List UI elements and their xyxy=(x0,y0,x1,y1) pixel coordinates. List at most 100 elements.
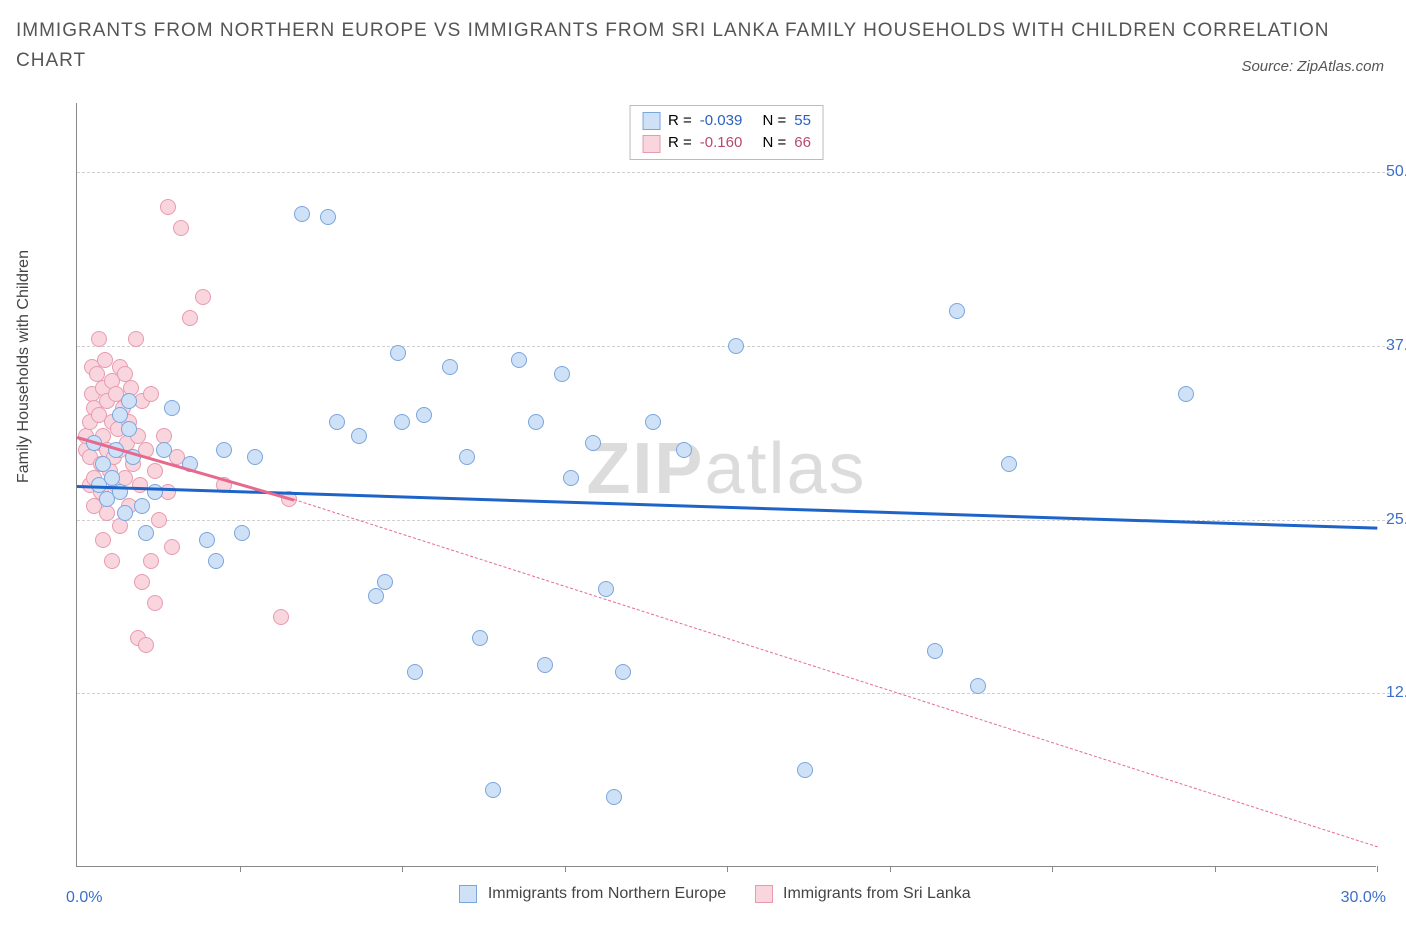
data-point xyxy=(459,449,475,465)
legend-swatch-sri xyxy=(755,885,773,903)
data-point xyxy=(247,449,263,465)
data-point xyxy=(511,352,527,368)
x-tick xyxy=(1215,866,1216,872)
data-point xyxy=(273,609,289,625)
data-point xyxy=(164,539,180,555)
y-tick-label: 50.0% xyxy=(1386,163,1406,181)
data-point xyxy=(147,484,163,500)
data-point xyxy=(195,289,211,305)
chart-title: IMMIGRANTS FROM NORTHERN EUROPE VS IMMIG… xyxy=(16,16,1390,77)
data-point xyxy=(143,386,159,402)
n-label: N = xyxy=(763,110,787,133)
data-point xyxy=(208,553,224,569)
data-point xyxy=(390,345,406,361)
data-point xyxy=(485,782,501,798)
data-point xyxy=(585,435,601,451)
data-point xyxy=(442,359,458,375)
data-point xyxy=(377,574,393,590)
y-tick-label: 25.0% xyxy=(1386,511,1406,529)
data-point xyxy=(112,518,128,534)
data-point xyxy=(676,442,692,458)
data-point xyxy=(368,588,384,604)
legend-swatch-north xyxy=(459,885,477,903)
data-point xyxy=(320,209,336,225)
y-tick-label: 12.5% xyxy=(1386,684,1406,702)
data-point xyxy=(147,463,163,479)
x-tick xyxy=(727,866,728,872)
data-point xyxy=(164,400,180,416)
data-point xyxy=(121,393,137,409)
data-point xyxy=(1178,386,1194,402)
data-point xyxy=(949,303,965,319)
x-tick xyxy=(565,866,566,872)
x-tick xyxy=(240,866,241,872)
source-label: Source: ZipAtlas.com xyxy=(1241,58,1384,75)
n-value-north: 55 xyxy=(794,110,811,133)
legend-swatch-sri xyxy=(642,135,660,153)
legend-swatch-north xyxy=(642,112,660,130)
legend-label-north: Immigrants from Northern Europe xyxy=(488,885,726,902)
data-point xyxy=(182,310,198,326)
data-point xyxy=(797,762,813,778)
y-tick-label: 37.5% xyxy=(1386,337,1406,355)
legend-label-sri: Immigrants from Sri Lanka xyxy=(783,885,971,902)
r-label: R = xyxy=(668,110,692,133)
data-point xyxy=(138,525,154,541)
n-label: N = xyxy=(763,132,787,155)
data-point xyxy=(394,414,410,430)
data-point xyxy=(143,553,159,569)
data-point xyxy=(160,199,176,215)
x-tick xyxy=(890,866,891,872)
data-point xyxy=(91,331,107,347)
data-point xyxy=(615,664,631,680)
data-point xyxy=(216,442,232,458)
data-point xyxy=(104,553,120,569)
trend-line xyxy=(294,499,1378,847)
data-point xyxy=(970,678,986,694)
watermark: ZIPatlas xyxy=(586,428,866,510)
data-point xyxy=(598,581,614,597)
data-point xyxy=(351,428,367,444)
r-value-sri: -0.160 xyxy=(700,132,743,155)
gridline xyxy=(77,172,1390,173)
data-point xyxy=(1001,456,1017,472)
x-tick xyxy=(1377,866,1378,872)
correlation-legend: R = -0.039 N = 55 R = -0.160 N = 66 xyxy=(629,105,824,160)
x-tick xyxy=(402,866,403,872)
data-point xyxy=(407,664,423,680)
data-point xyxy=(99,505,115,521)
data-point xyxy=(134,498,150,514)
r-value-north: -0.039 xyxy=(700,110,743,133)
plot-area: ZIPatlas R = -0.039 N = 55 R = -0.160 N … xyxy=(76,103,1376,867)
data-point xyxy=(132,477,148,493)
data-point xyxy=(147,595,163,611)
data-point xyxy=(173,220,189,236)
n-value-sri: 66 xyxy=(794,132,811,155)
data-point xyxy=(121,421,137,437)
data-point xyxy=(234,525,250,541)
data-point xyxy=(528,414,544,430)
data-point xyxy=(472,630,488,646)
r-label: R = xyxy=(668,132,692,155)
data-point xyxy=(134,574,150,590)
data-point xyxy=(606,789,622,805)
data-point xyxy=(728,338,744,354)
data-point xyxy=(95,532,111,548)
data-point xyxy=(416,407,432,423)
data-point xyxy=(199,532,215,548)
gridline xyxy=(77,693,1390,694)
data-point xyxy=(927,643,943,659)
data-point xyxy=(117,505,133,521)
data-point xyxy=(138,637,154,653)
data-point xyxy=(151,512,167,528)
data-point xyxy=(97,352,113,368)
data-point xyxy=(645,414,661,430)
data-point xyxy=(156,442,172,458)
chart-container: Family Households with Children ZIPatlas… xyxy=(16,83,1390,923)
data-point xyxy=(329,414,345,430)
x-tick xyxy=(1052,866,1053,872)
y-axis-label: Family Households with Children xyxy=(15,250,33,483)
data-point xyxy=(294,206,310,222)
data-point xyxy=(537,657,553,673)
data-point xyxy=(554,366,570,382)
